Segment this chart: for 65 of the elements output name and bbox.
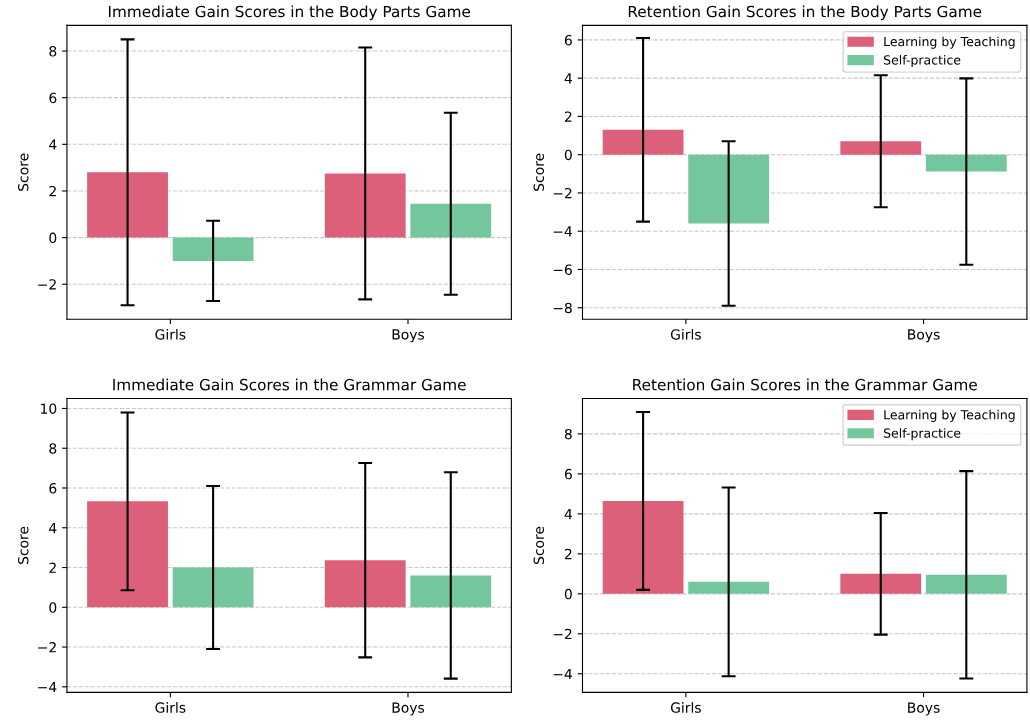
y-tick-label: −6 — [553, 264, 572, 275]
bar — [324, 173, 406, 238]
y-tick-label: 2 — [49, 562, 56, 573]
x-tick-label: Girls — [155, 702, 186, 713]
y-tick-label: 2 — [564, 111, 572, 122]
chart-title: Immediate Gain Scores in the Grammar Game — [113, 378, 466, 391]
x-tick-label: Boys — [392, 329, 425, 343]
y-tick-label: −2 — [553, 187, 572, 199]
y-tick-label: 8 — [49, 46, 57, 57]
y-tick-label: 4 — [564, 73, 572, 84]
legend-label: Self-practice — [883, 428, 961, 441]
chart-title: Retention Gain Scores in the Grammar Game — [633, 378, 977, 391]
y-tick-label: 4 — [49, 522, 57, 534]
bar — [324, 560, 406, 608]
bar — [87, 501, 168, 608]
y-tick-label: 6 — [49, 92, 57, 104]
y-tick-label: 10 — [41, 403, 57, 414]
bar — [410, 575, 492, 608]
y-tick-label: −4 — [553, 668, 572, 680]
y-axis-title: Score — [533, 153, 545, 191]
y-tick-label: 2 — [564, 548, 572, 560]
chart-title: Retention Gain Scores in the Body Parts Game — [628, 5, 982, 21]
y-tick-label: −4 — [553, 226, 572, 237]
bar — [602, 129, 684, 155]
y-tick-label: 0 — [49, 602, 57, 613]
y-tick-label: 6 — [564, 468, 572, 480]
y-tick-label: 2 — [49, 185, 56, 197]
y-tick-label: −2 — [38, 279, 56, 290]
legend-label: Self-practice — [883, 54, 961, 68]
y-tick-label: 4 — [564, 509, 572, 520]
bar — [925, 154, 1007, 172]
y-axis-title: Score — [18, 153, 29, 191]
y-tick-label: −2 — [38, 642, 56, 653]
bar — [410, 203, 492, 238]
y-tick-label: −4 — [38, 681, 57, 693]
bar — [688, 581, 770, 594]
chart-title: Immediate Gain Scores in the Body Parts Game — [108, 5, 471, 21]
bar — [87, 172, 168, 238]
y-tick-label: 0 — [564, 149, 572, 161]
y-tick-label: 0 — [49, 232, 57, 244]
y-tick-label: 6 — [564, 34, 572, 46]
bar — [840, 573, 922, 594]
y-axis-title: Score — [533, 526, 545, 564]
x-tick-label: Girls — [670, 328, 701, 340]
x-tick-label: Girls — [155, 328, 186, 340]
bar — [602, 500, 684, 594]
y-tick-label: 0 — [564, 588, 572, 600]
y-axis-title: Score — [18, 526, 29, 564]
x-tick-label: Boys — [392, 702, 425, 716]
bar — [840, 141, 922, 155]
bar — [925, 574, 1007, 594]
bar — [688, 154, 770, 224]
y-tick-label: −2 — [553, 628, 572, 640]
bar — [172, 567, 254, 608]
y-tick-label: 8 — [564, 428, 572, 440]
y-tick-label: −8 — [553, 302, 572, 314]
y-tick-label: 4 — [49, 139, 57, 150]
legend-label: Learning by Teaching — [884, 36, 1015, 49]
y-tick-label: 6 — [49, 482, 57, 494]
x-tick-label: Girls — [670, 702, 701, 713]
y-tick-label: 8 — [49, 443, 57, 454]
x-tick-label: Boys — [908, 329, 940, 343]
legend-label: Learning by Teaching — [884, 409, 1015, 422]
bar — [172, 237, 254, 261]
x-tick-label: Boys — [908, 702, 940, 716]
